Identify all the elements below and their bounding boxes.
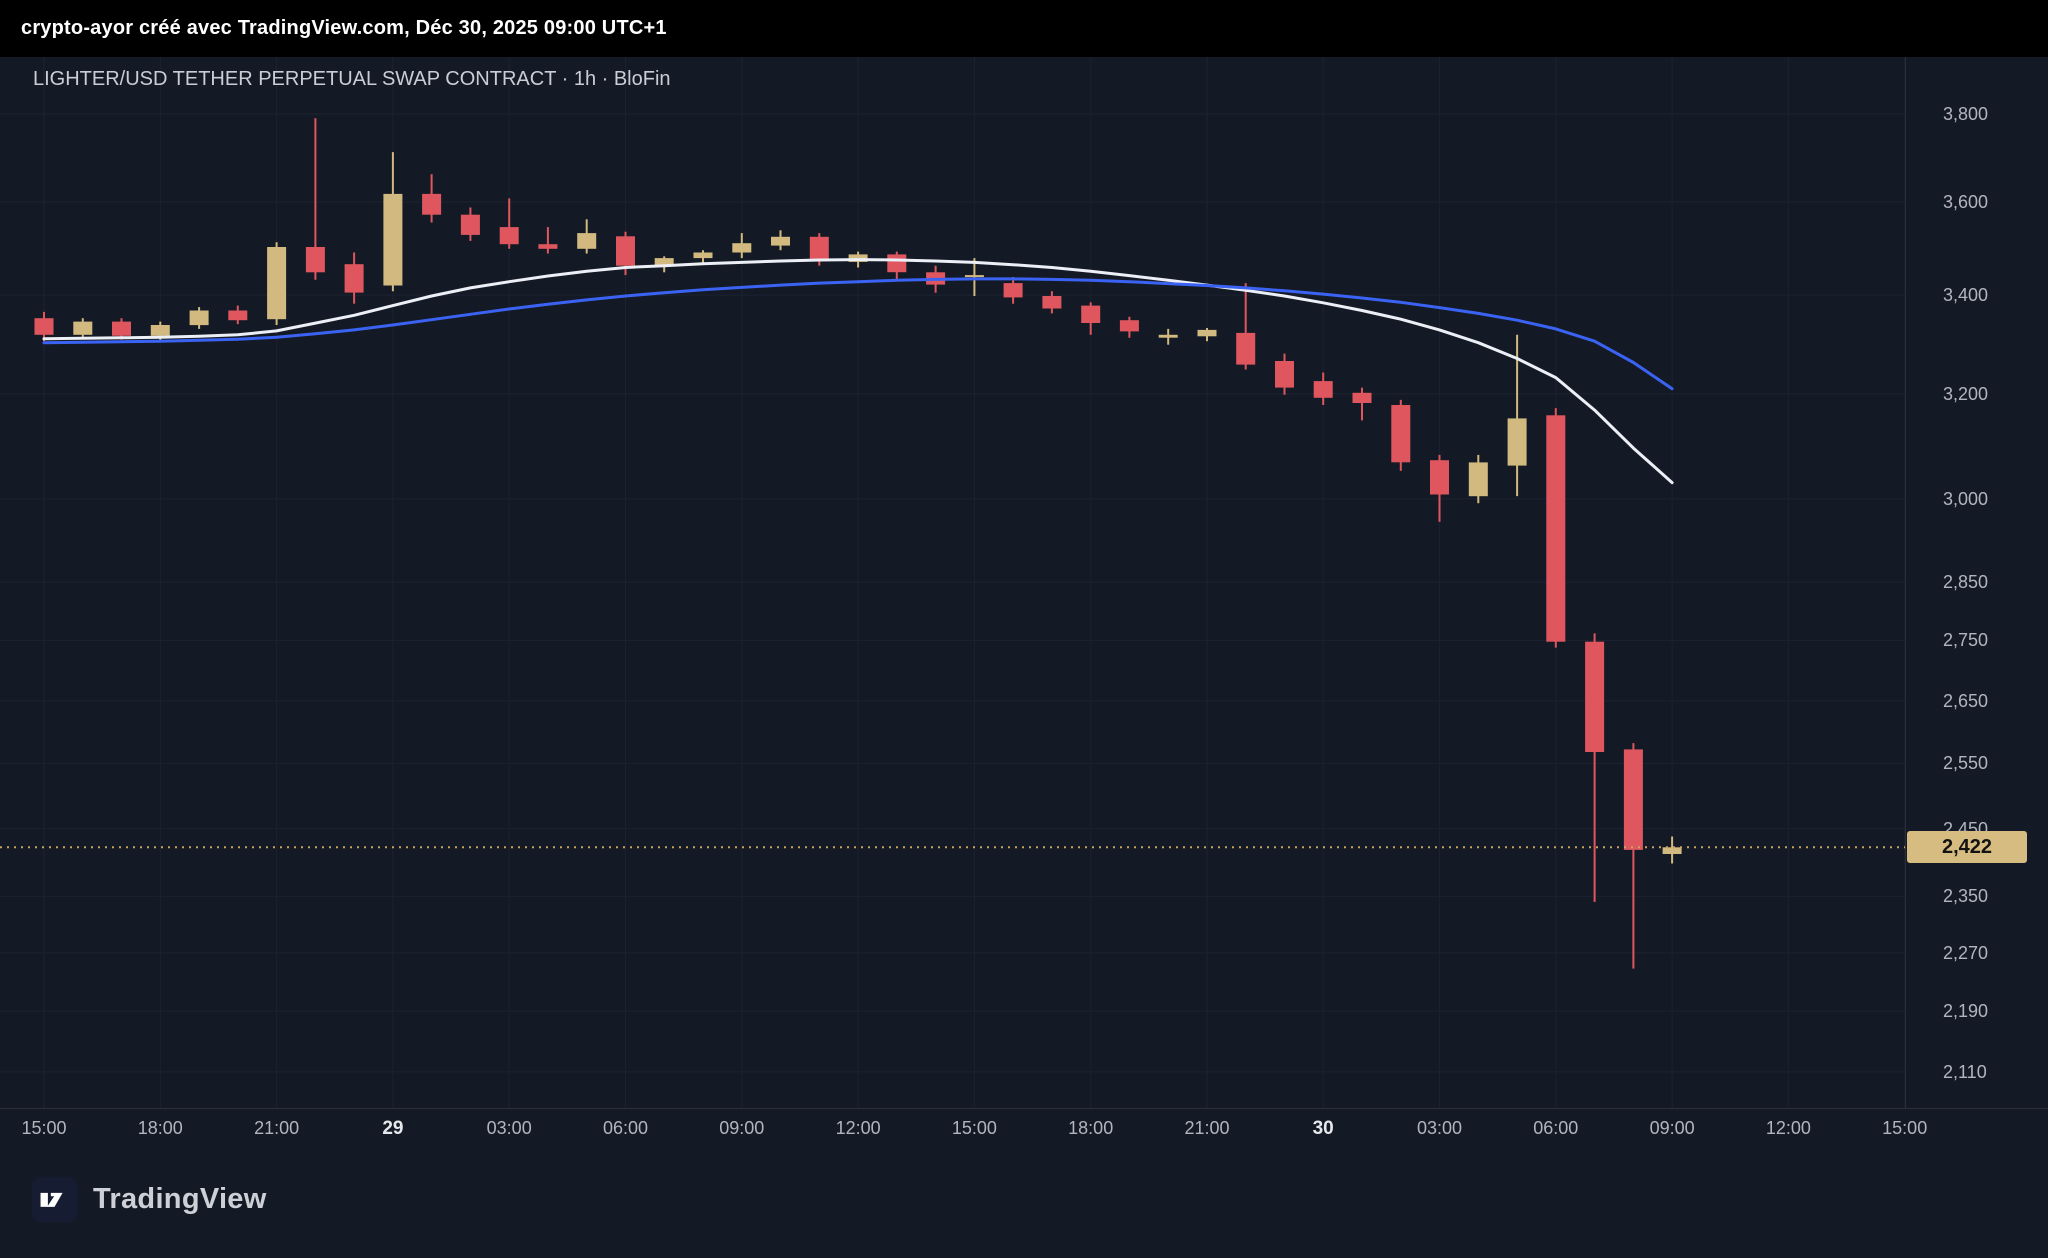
candle-body [34,318,54,335]
candle-body [1546,415,1566,642]
candle-body [887,254,907,273]
time-tick-label: 21:00 [254,1118,300,1138]
tradingview-logo[interactable]: TradingView [31,1176,267,1223]
candle-body [732,243,752,253]
time-tick-label: 29 [382,1118,404,1139]
price-tick-label: 2,350 [1943,886,1989,907]
time-tick-label: 09:00 [719,1118,765,1138]
time-tick-label: 18:00 [137,1118,183,1138]
tradingview-icon [31,1176,78,1223]
tradingview-wordmark: TradingView [93,1183,267,1215]
price-tick-label: 2,750 [1943,630,1989,651]
time-tick-label: 12:00 [835,1118,881,1138]
candle-body [1197,329,1217,337]
candle-body [383,193,403,286]
candle-body [577,233,597,249]
ma-fast-white [42,258,1674,485]
price-tick-label: 2,850 [1943,572,1989,593]
time-tick-label: 15:00 [1882,1118,1928,1138]
price-tick-label: 3,000 [1943,488,1989,509]
time-tick-label: 30 [1312,1118,1334,1139]
price-tick-label: 3,200 [1943,383,1989,404]
candle-body [189,310,209,326]
candle-body [344,264,364,293]
time-tick-label: 15:00 [21,1118,67,1138]
candle-body [150,325,170,336]
candle-body [1430,460,1449,495]
candle-body [538,244,558,249]
time-tick-label: 06:00 [602,1118,649,1138]
candle-body [1662,847,1682,854]
candle-body [422,193,442,215]
price-tick-label: 2,270 [1943,942,1989,963]
candle-body [1313,381,1333,398]
time-axis[interactable]: 15:00 18:00 21:00 29 03:00 06:00 09:00 12:00 15:… [0,1108,2048,1152]
candle-body [1158,334,1178,338]
candle-body [305,247,325,273]
candle-body [1275,361,1294,388]
candle-body [1236,332,1256,365]
price-tick-label: 3,400 [1943,285,1989,306]
candle-body [499,227,519,245]
candle-body [460,214,480,235]
price-tick-label: 3,600 [1943,192,1989,213]
time-tick-label: 15:00 [951,1118,997,1138]
last-price-badge: 2,422 [1907,831,2027,864]
candle-body [1081,305,1101,323]
time-tick-label: 09:00 [1649,1118,1695,1138]
chart-legend: LIGHTER/USD TETHER PERPETUAL SWAP CONTRA… [33,68,671,91]
price-tick-label: 2,650 [1943,690,1989,711]
price-tick-label: 3,800 [1943,104,1989,124]
candle-body [1623,749,1643,850]
attribution-bar: crypto-ayor créé avec TradingView.com, D… [0,0,2048,57]
candle-body [1585,641,1605,752]
candle-body [1391,405,1411,463]
candle-body [771,236,790,246]
price-tick-label: 2,110 [1943,1061,1987,1082]
candle-body [964,275,984,278]
candle-body [267,247,287,320]
time-tick-label: 21:00 [1184,1118,1230,1138]
time-tick-label: 18:00 [1068,1118,1114,1138]
candle-body [809,236,829,260]
time-tick-label: 03:00 [1416,1118,1463,1138]
candle-body [1119,320,1139,332]
symbol-title: LIGHTER/USD TETHER PERPETUAL SWAP CONTRA… [33,68,671,90]
candle-body [1507,418,1527,466]
candle-body [112,321,131,336]
price-tick-label: 2,550 [1943,753,1989,774]
candle-body [616,236,635,266]
candle-body [693,252,713,259]
price-tick-label: 2,190 [1943,1001,1989,1022]
last-price-value: 2,422 [1941,835,1993,858]
candle-body [228,310,248,321]
candle-body [1042,296,1062,309]
time-tick-label: 12:00 [1765,1118,1811,1138]
candle-body [1468,462,1488,497]
candle-body [1352,392,1372,403]
attribution-text: crypto-ayor créé avec TradingView.com, D… [21,17,667,39]
candle-body [1003,283,1023,298]
time-tick-label: 06:00 [1533,1118,1579,1138]
price-axis[interactable]: 3,800 3,600 3,400 3,200 3,000 2,850 2,750 2,650… [1905,57,2048,1108]
time-tick-label: 03:00 [486,1118,532,1138]
ma-slow-blue [42,277,1674,391]
candle-body [654,258,674,266]
candle-body [73,321,93,335]
